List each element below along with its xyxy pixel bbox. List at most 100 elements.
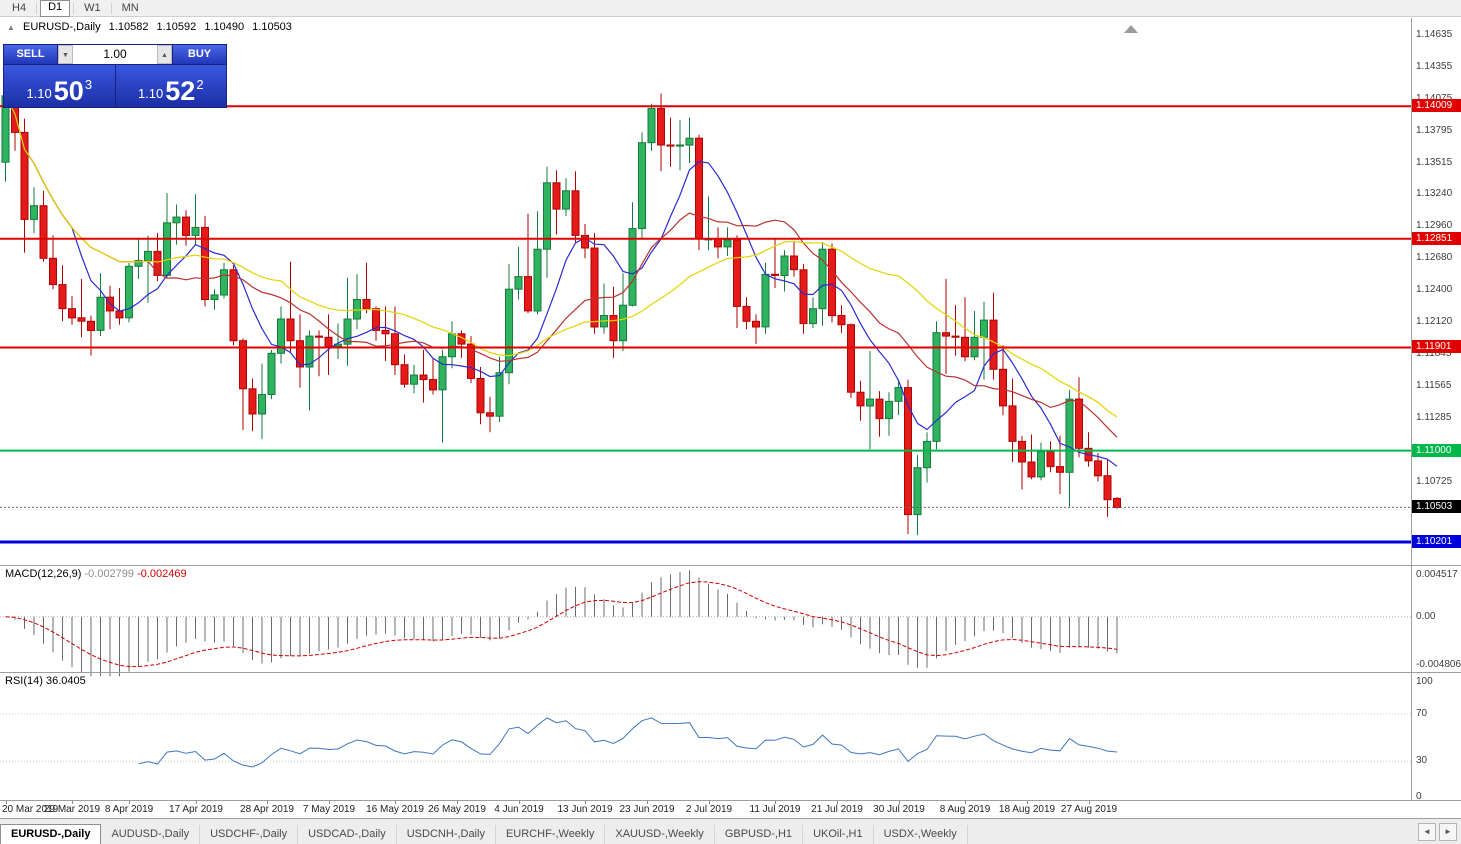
ohlc-low: 1.10490 xyxy=(204,21,245,33)
sell-button[interactable]: SELL xyxy=(4,45,57,64)
chart-tab-audusd-daily[interactable]: AUDUSD-,Daily xyxy=(101,825,201,844)
macd-signal-line xyxy=(5,581,1118,668)
bear-candle xyxy=(39,205,48,259)
pane-divider[interactable] xyxy=(0,565,1461,566)
pane-divider[interactable] xyxy=(0,672,1461,673)
ask-price-big: 52 xyxy=(165,76,196,106)
date-axis-label: 30 Jul 2019 xyxy=(873,804,925,815)
bid-price-big: 50 xyxy=(53,76,84,106)
macd-axis-label: 0.00 xyxy=(1416,611,1436,622)
bear-candle xyxy=(790,255,798,271)
chart-tab-eurusd-daily[interactable]: EURUSD-,Daily xyxy=(0,824,102,844)
bear-candle xyxy=(951,335,960,338)
bull-candle xyxy=(543,182,551,250)
sell-price-button[interactable]: 1.10 50 3 xyxy=(4,65,115,107)
date-tick xyxy=(6,801,7,804)
rsi-axis-label: 30 xyxy=(1416,755,1428,766)
bear-candle xyxy=(58,284,67,310)
bull-candle xyxy=(685,137,694,146)
bull-candle xyxy=(885,400,893,420)
date-tick xyxy=(267,801,268,804)
bear-candle xyxy=(153,250,162,276)
chart-canvas[interactable] xyxy=(0,18,1411,800)
pane-divider xyxy=(0,818,1461,819)
date-axis-label: 20 Mar 2019 xyxy=(2,804,59,815)
bear-candle xyxy=(1094,460,1102,477)
rsi-title: RSI(14) xyxy=(5,675,43,687)
tab-scroll-right-icon[interactable]: ► xyxy=(1439,823,1457,841)
trade-panel-collapse-icon[interactable]: ▲ xyxy=(7,23,15,32)
date-tick xyxy=(1089,801,1090,804)
volume-stepper: ▼ 1.00 ▲ xyxy=(57,45,173,64)
bull-candle xyxy=(780,255,789,276)
chart-tab-xauusd-weekly[interactable]: XAUUSD-,Weekly xyxy=(605,825,715,844)
buy-button[interactable]: BUY xyxy=(173,45,226,64)
bear-candle xyxy=(372,308,380,331)
date-tick xyxy=(837,801,838,804)
date-tick xyxy=(775,801,776,804)
macd-signal-value: -0.002469 xyxy=(137,568,187,580)
price-axis-label: 1.11565 xyxy=(1416,380,1452,391)
bear-candle xyxy=(1103,475,1112,501)
bull-candle xyxy=(647,107,656,144)
toolbar-separator xyxy=(36,2,38,14)
toolbar-separator xyxy=(110,2,112,14)
bear-candle xyxy=(1113,497,1121,508)
price-axis-label: 1.13795 xyxy=(1416,125,1453,136)
bull-candle xyxy=(562,190,570,210)
chart-ohlc-header: ▲ EURUSD-,Daily 1.10582 1.10592 1.10490 … xyxy=(7,21,297,33)
rsi-line xyxy=(138,717,1118,768)
one-click-trading-panel: SELL ▼ 1.00 ▲ BUY 1.10 50 3 1.10 52 2 xyxy=(3,44,227,108)
timeframe-button-d1[interactable]: D1 xyxy=(40,0,71,17)
bull-candle xyxy=(172,216,181,224)
price-axis-label: 1.13515 xyxy=(1416,157,1453,168)
price-axis-label: 1.12680 xyxy=(1416,252,1453,263)
chart-tab-ukoil-h1[interactable]: UKOil-,H1 xyxy=(803,825,874,844)
bear-candle xyxy=(799,269,808,325)
chart-tab-gbpusd-h1[interactable]: GBPUSD-,H1 xyxy=(715,825,804,844)
bear-candle xyxy=(609,315,618,342)
bear-candle xyxy=(714,238,722,248)
bear-candle xyxy=(229,269,238,342)
bull-candle xyxy=(866,398,874,407)
chart-shift-marker-icon[interactable] xyxy=(1124,25,1138,33)
bull-candle xyxy=(1065,398,1074,473)
chart-tab-usdcnh-daily[interactable]: USDCNH-,Daily xyxy=(397,825,496,844)
volume-decrease-button[interactable]: ▼ xyxy=(58,45,73,64)
chart-tab-usdcad-daily[interactable]: USDCAD-,Daily xyxy=(298,825,397,844)
volume-input[interactable]: 1.00 xyxy=(73,45,157,64)
price-tag: 1.10503 xyxy=(1412,500,1461,513)
date-axis-label: 8 Aug 2019 xyxy=(939,804,991,815)
date-axis-label: 27 Aug 2019 xyxy=(1060,804,1118,815)
price-axis-label: 1.12120 xyxy=(1416,316,1453,327)
chart-tab-usdx-weekly[interactable]: USDX-,Weekly xyxy=(874,825,968,844)
timeframe-button-group: H4 D1 W1 MN xyxy=(5,0,146,17)
bear-candle xyxy=(1075,398,1083,449)
ask-price-pipette: 2 xyxy=(196,77,204,92)
buy-price-button[interactable]: 1.10 52 2 xyxy=(115,65,226,107)
chart-tab-bar: EURUSD-,Daily AUDUSD-,Daily USDCHF-,Daily U… xyxy=(0,819,1461,844)
bull-candle xyxy=(448,333,456,358)
bid-price-prefix: 1.10 xyxy=(26,86,52,101)
bear-candle xyxy=(315,335,323,338)
bull-candle xyxy=(438,356,447,391)
rsi-value: 36.0405 xyxy=(45,675,86,687)
timeframe-button-h4[interactable]: H4 xyxy=(12,1,27,14)
date-tick xyxy=(129,801,130,804)
volume-increase-button[interactable]: ▲ xyxy=(157,45,172,64)
tab-scroll-left-icon[interactable]: ◄ xyxy=(1418,823,1436,841)
timeframe-button-w1[interactable]: W1 xyxy=(84,1,101,14)
bull-candle xyxy=(676,144,684,147)
bull-candle xyxy=(96,296,105,331)
time-scale[interactable]: 20 Mar 2019 29 Mar 2019 8 Apr 2019 17 Apr 2… xyxy=(0,801,1411,818)
bear-candle xyxy=(49,257,57,286)
date-tick xyxy=(899,801,900,804)
timeframe-button-mn[interactable]: MN xyxy=(121,1,139,14)
moving-average-line-16 xyxy=(4,95,1118,438)
price-scale[interactable]: 1.14635 1.14355 1.14075 1.13795 1.13515 1.132… xyxy=(1411,18,1461,802)
chart-tab-usdchf-daily[interactable]: USDCHF-,Daily xyxy=(200,825,299,844)
date-tick xyxy=(585,801,586,804)
chart-tab-eurchf-weekly[interactable]: EURCHF-,Weekly xyxy=(496,825,606,844)
bear-candle xyxy=(467,343,475,379)
